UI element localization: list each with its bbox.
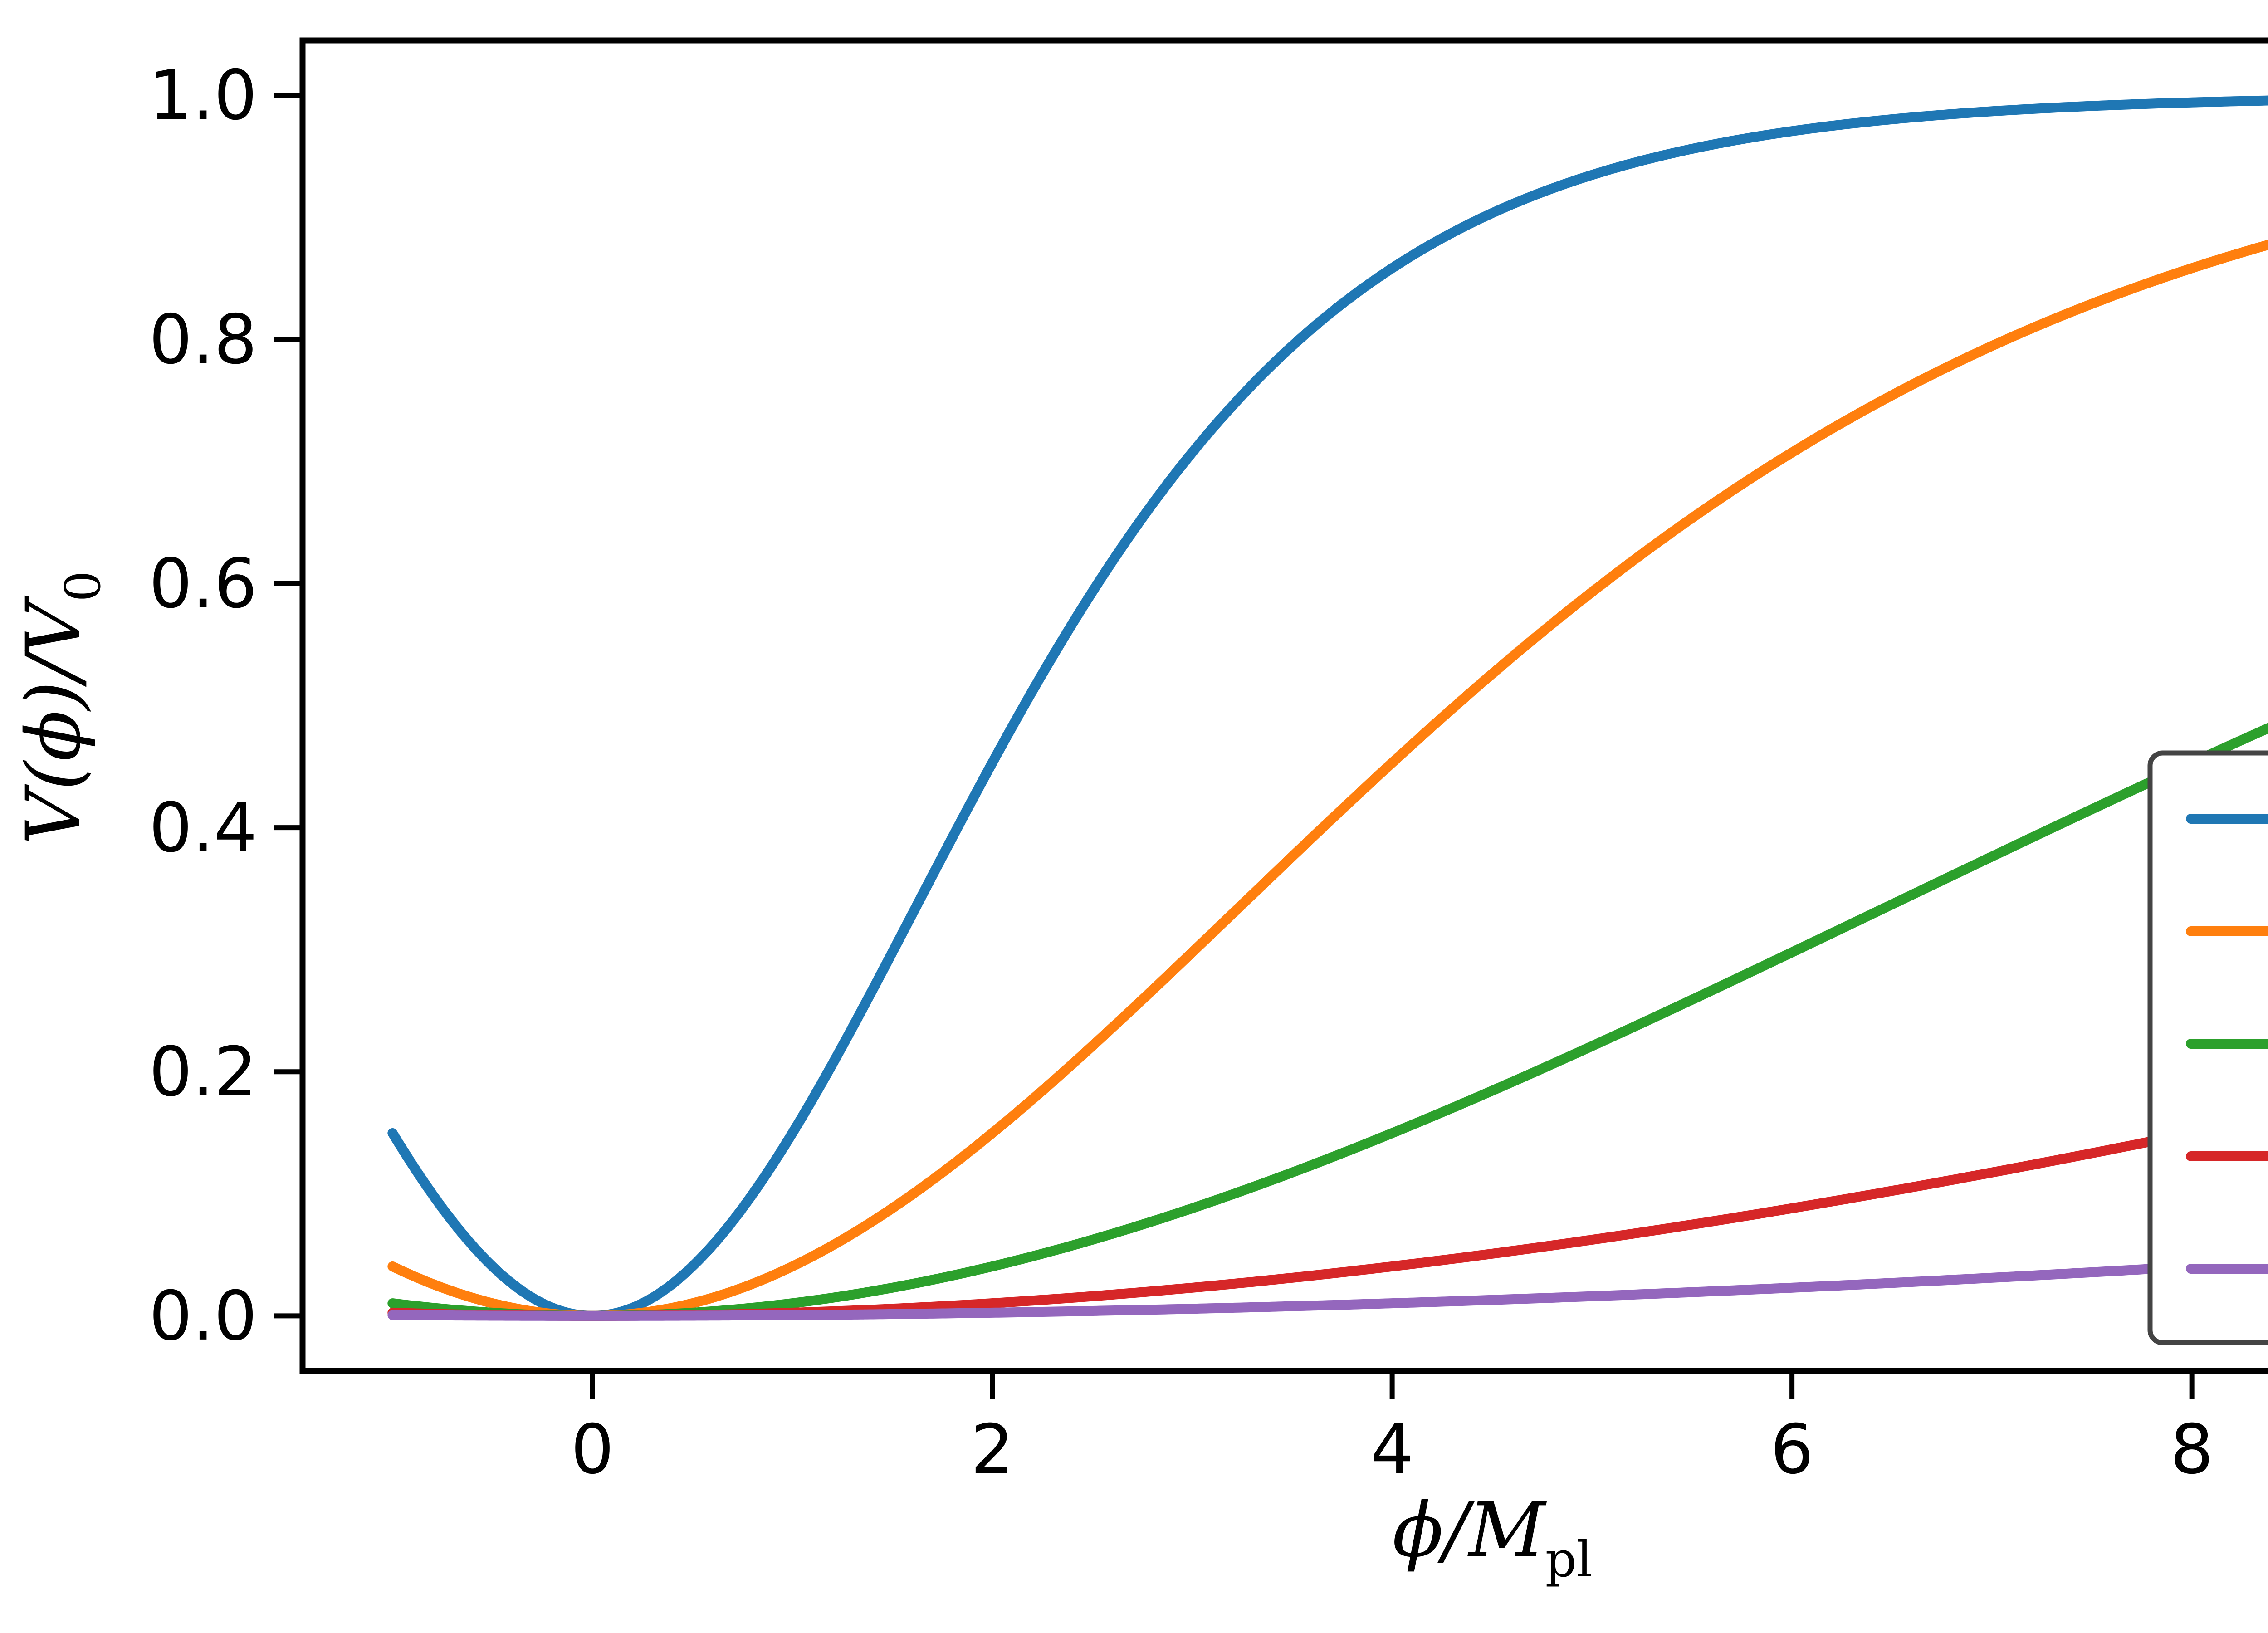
y-tick-label: 1.0 [149,56,257,135]
y-tick-label: 0.4 [149,789,257,868]
curve-n-4 [387,723,2268,1321]
x-axis-title: ϕ/Mpl [1393,1486,1593,1588]
x-tick-label: 2 [971,1410,1014,1489]
legend[interactable]: n=1n=2n=4n=8n=16 [2147,750,2268,1345]
x-axis-ticks [590,1371,2195,1399]
x-axis-title-sub: pl [1545,1531,1593,1588]
x-tick-label: 8 [2170,1410,2213,1489]
y-tick-label: 0.6 [149,544,257,623]
x-axis-tick-labels: 0246810 [571,1410,2213,1489]
data-curves [387,95,2268,1321]
y-tick-label: 0.8 [149,300,257,379]
x-tick-label: 0 [571,1410,614,1489]
y-axis-tick-labels: 0.0 0.2 0.4 0.6 0.8 1.0 [149,56,257,1356]
y-tick-label: 0.2 [149,1033,257,1112]
curve-n-1 [387,95,2268,1321]
y-axis-title: V(ϕ)/V0 [10,571,112,845]
axes-frame [299,37,2268,1374]
x-tick-label: 4 [1370,1410,1413,1489]
x-axis-title-main: ϕ/M [1393,1486,1547,1574]
y-axis-title-main: V(ϕ)/V [10,595,97,845]
x-tick-label: 6 [1770,1410,1813,1489]
y-axis-title-sub: 0 [55,571,112,602]
y-axis-ticks [274,93,303,1319]
y-tick-label: 0.0 [149,1277,257,1356]
curve-n-2 [387,240,2268,1321]
